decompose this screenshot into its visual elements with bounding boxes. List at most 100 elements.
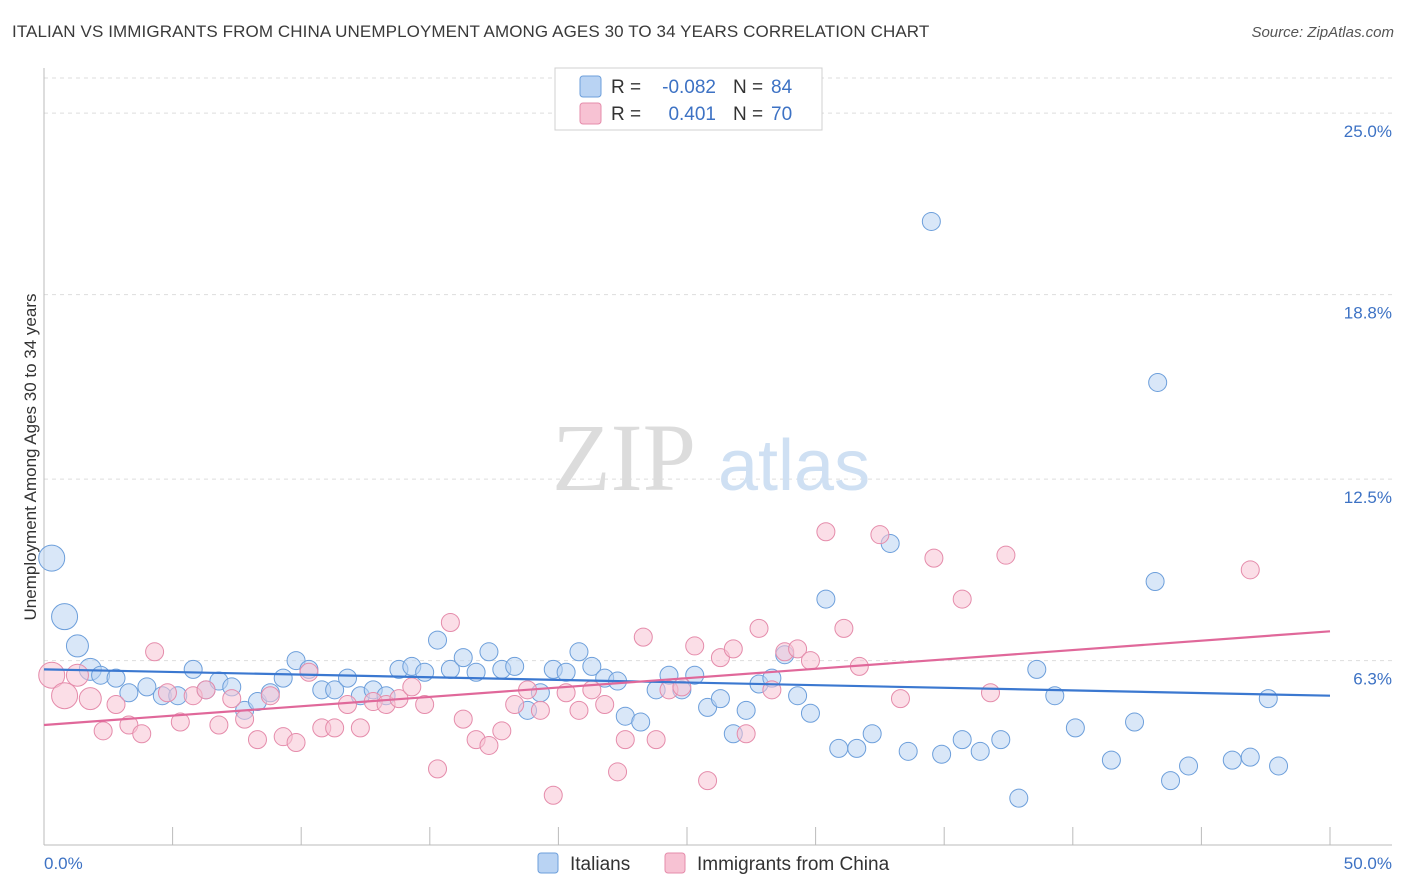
- legend-n-value-italians: 84: [771, 77, 793, 98]
- china-point: [952, 589, 972, 609]
- china-point: [235, 709, 255, 729]
- china-point: [723, 639, 743, 659]
- china-point: [996, 545, 1016, 565]
- italians-point: [325, 680, 345, 700]
- italians-point: [710, 689, 730, 709]
- bottom-legend-swatch-italians: [537, 852, 559, 874]
- italians-point: [631, 712, 651, 732]
- italians-point: [1065, 718, 1085, 738]
- y-tick-label: 25.0%: [1344, 122, 1392, 141]
- china-point: [870, 525, 890, 545]
- watermark-zip: ZIP: [552, 404, 696, 511]
- china-point: [749, 618, 769, 638]
- x-axis-ticks: [172, 827, 1331, 845]
- china-point: [834, 618, 854, 638]
- china-point: [415, 694, 435, 714]
- china-point: [543, 785, 563, 805]
- watermark-atlas: atlas: [718, 426, 870, 506]
- china-point: [247, 730, 267, 750]
- italians-point: [337, 668, 357, 688]
- china-point: [132, 724, 152, 744]
- china-point: [633, 627, 653, 647]
- italians-point: [38, 544, 66, 572]
- china-point: [980, 683, 1000, 703]
- china-point: [1240, 560, 1260, 580]
- china-point: [350, 718, 370, 738]
- italians-point: [183, 659, 203, 679]
- legend-r-label-china: R =: [611, 104, 641, 125]
- italians-point: [991, 730, 1011, 750]
- legend-r-label-italians: R =: [611, 77, 641, 98]
- china-point: [530, 700, 550, 720]
- china-point: [170, 712, 190, 732]
- china-point: [93, 721, 113, 741]
- china-point: [106, 694, 126, 714]
- grid-lines: [44, 77, 1392, 662]
- italians-point: [1258, 689, 1278, 709]
- china-point: [924, 548, 944, 568]
- china-point: [816, 522, 836, 542]
- china-point: [78, 687, 102, 711]
- italians-point: [829, 738, 849, 758]
- china-point: [453, 709, 473, 729]
- italians-point: [898, 741, 918, 761]
- x-tick-label-max: 50.0%: [1344, 854, 1392, 873]
- y-tick-label: 12.5%: [1344, 488, 1392, 507]
- italians-point: [1101, 750, 1121, 770]
- legend-n-label-china: N =: [733, 104, 763, 125]
- watermark: ZIP atlas: [552, 404, 870, 511]
- china-point: [260, 686, 280, 706]
- trend-lines: [43, 630, 1331, 727]
- italians-point: [582, 656, 602, 676]
- italians-point: [453, 648, 473, 668]
- china-point: [479, 735, 499, 755]
- italians-point: [932, 744, 952, 764]
- china-point: [222, 689, 242, 709]
- italians-point: [736, 700, 756, 720]
- italians-point: [119, 683, 139, 703]
- italians-point: [685, 665, 705, 685]
- italians-point: [65, 634, 89, 658]
- italians-point: [1179, 756, 1199, 776]
- china-point: [615, 730, 635, 750]
- china-point: [157, 683, 177, 703]
- china-point: [646, 730, 666, 750]
- italians-point: [1009, 788, 1029, 808]
- china-point: [65, 663, 89, 687]
- italians-point: [91, 665, 111, 685]
- china-point: [800, 651, 820, 671]
- italians-point: [137, 677, 157, 697]
- series-legend: Italians Immigrants from China: [537, 852, 890, 875]
- correlation-legend: R = -0.082 N = 84 R = 0.401 N = 70: [554, 67, 823, 131]
- china-point: [286, 733, 306, 753]
- legend-swatch-italians: [579, 75, 602, 98]
- china-point: [595, 694, 615, 714]
- italians-point: [921, 211, 941, 231]
- chart-title: ITALIAN VS IMMIGRANTS FROM CHINA UNEMPLO…: [12, 22, 930, 41]
- italians-point: [800, 703, 820, 723]
- china-point: [736, 724, 756, 744]
- italians-point: [952, 730, 972, 750]
- italians-point: [847, 738, 867, 758]
- x-tick-label-min: 0.0%: [44, 854, 83, 873]
- italians-point: [569, 642, 589, 662]
- china-point: [569, 700, 589, 720]
- italians-point: [1161, 771, 1181, 791]
- italians-point: [1222, 750, 1242, 770]
- china-point: [440, 613, 460, 633]
- china-point: [51, 682, 79, 710]
- china-trend-line: [43, 630, 1331, 727]
- italians-point: [788, 686, 808, 706]
- legend-n-label-italians: N =: [733, 77, 763, 98]
- china-point: [890, 689, 910, 709]
- italians-point: [556, 662, 576, 682]
- china-point: [209, 715, 229, 735]
- china-point: [196, 680, 216, 700]
- italians-point: [1148, 372, 1168, 392]
- china-point: [325, 718, 345, 738]
- y-tick-label: 18.8%: [1344, 304, 1392, 323]
- italians-point: [1145, 572, 1165, 592]
- italians-point: [1125, 712, 1145, 732]
- china-point: [428, 759, 448, 779]
